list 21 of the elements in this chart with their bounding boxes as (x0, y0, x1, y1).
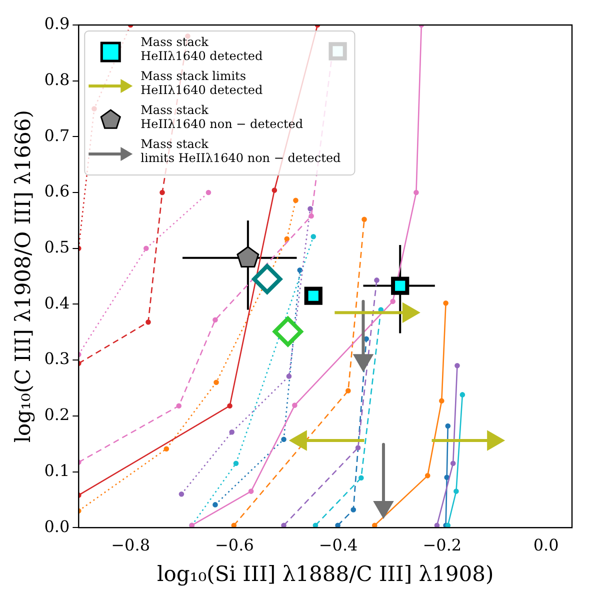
y-tick-label: 0.6 (44, 182, 70, 201)
x-tick-label: 0.0 (533, 535, 559, 554)
legend-label: Mass stack HeIIλ1640 non − detected (140, 103, 304, 132)
y-tick-label: 0.3 (44, 349, 70, 368)
y-tick-label: 0.2 (44, 405, 70, 424)
x-tick-label: −0.6 (215, 535, 254, 554)
legend-label: Mass stack limits HeIIλ1640 non − detected (140, 137, 342, 166)
y-tick-label: 0.5 (44, 238, 70, 257)
legend-label: Mass stack limits HeIIλ1640 detected (140, 69, 264, 98)
x-axis-title: log₁₀(Si III] λ1888/C III] λ1908) (157, 562, 494, 586)
x-tick-label: −0.8 (111, 535, 150, 554)
y-tick-label: 0.7 (44, 126, 70, 145)
x-tick-label: −0.2 (422, 535, 462, 554)
x-tick-label: −0.4 (318, 535, 358, 554)
y-tick-label: 0.8 (44, 70, 70, 89)
legend-label: Mass stack HeIIλ1640 detected (140, 35, 264, 64)
y-axis-title: log₁₀(C III] λ1908/O III] λ1666) (11, 110, 36, 443)
y-tick-label: 0.1 (44, 460, 70, 480)
y-tick-label: 0.4 (44, 293, 70, 312)
y-tick-label: 0.0 (44, 516, 70, 536)
y-tick-label: 0.9 (44, 14, 70, 34)
